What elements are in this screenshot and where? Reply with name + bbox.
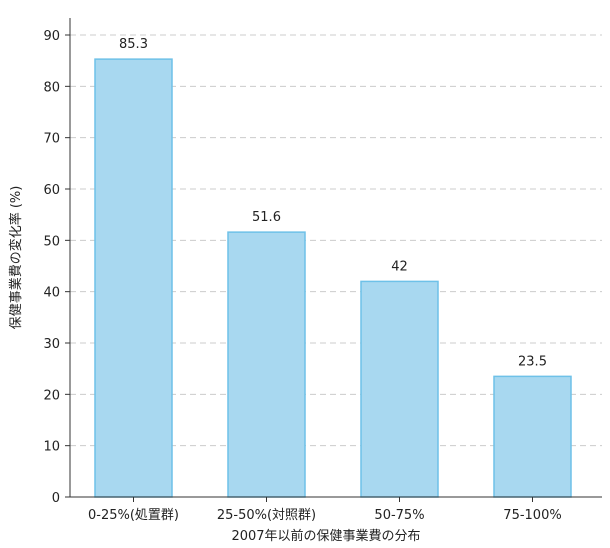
- bar: [493, 375, 572, 498]
- y-tick-label: 80: [43, 80, 60, 95]
- x-tick-label: 50-75%: [374, 508, 424, 523]
- x-tick-label: 25-50%(対照群): [217, 508, 316, 523]
- bar: [227, 231, 306, 498]
- y-tick-label: 60: [43, 183, 60, 198]
- y-tick-label: 40: [43, 286, 60, 301]
- y-tick-label: 30: [43, 337, 60, 352]
- bars: [94, 58, 572, 498]
- x-axis-title: 2007年以前の保健事業費の分布: [231, 528, 420, 544]
- y-ticks: 0 10 20 30 40 50 60 70 80 90: [43, 29, 70, 506]
- y-tick-label: 0: [52, 491, 60, 506]
- data-label: 42: [391, 259, 408, 274]
- data-label: 51.6: [252, 210, 281, 225]
- bar: [94, 58, 173, 498]
- x-tick-label: 75-100%: [503, 508, 561, 523]
- x-ticks: 0-25%(処置群) 25-50%(対照群) 50-75% 75-100%: [88, 497, 562, 523]
- y-tick-label: 10: [43, 440, 60, 455]
- x-tick-label: 0-25%(処置群): [88, 508, 179, 523]
- bar: [360, 280, 439, 498]
- y-axis-title: 保健事業費の変化率 (%): [8, 186, 24, 330]
- y-tick-label: 20: [43, 388, 60, 403]
- y-tick-label: 70: [43, 132, 60, 147]
- axes: [69, 18, 602, 498]
- data-label: 85.3: [119, 37, 148, 52]
- data-labels: 85.3 51.6 42 23.5: [119, 37, 547, 369]
- y-tick-label: 90: [43, 29, 60, 44]
- y-tick-label: 50: [43, 234, 60, 249]
- data-label: 23.5: [518, 354, 547, 369]
